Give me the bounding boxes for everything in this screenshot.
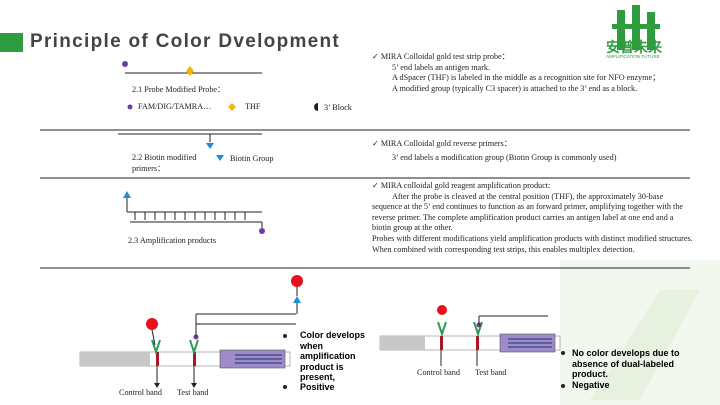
band-label: Control band (119, 388, 162, 397)
bullet: Color develops when amplification produc… (300, 330, 366, 382)
bullet: Negative (572, 380, 610, 390)
line: Probes with different modifications yiel… (372, 233, 693, 254)
legend: 3’ Block (324, 103, 352, 112)
line: 3’ end labels a modification group (Biot… (392, 152, 617, 162)
title: Principle of Color Dvelopment (30, 31, 341, 52)
band-label: Test band (475, 368, 507, 377)
heading: MIRA Colloidal gold test strip probe： (380, 52, 510, 61)
bullet: Positive (300, 382, 335, 392)
legend: Biotin Group (230, 154, 274, 163)
logo-en: AMPLIFICATION FUTURE (606, 54, 660, 59)
label: 2.1 Probe Modified Probe： (132, 85, 226, 94)
line: After the probe is cleaved at the centra… (372, 191, 683, 233)
text-block: ✓ MIRA colloidal gold reagent amplificat… (372, 181, 693, 254)
legend: FAM/DIG/TAMRA… (138, 102, 212, 111)
text-block: ✓ MIRA Colloidal gold reverse primers： 3… (372, 139, 672, 163)
line: 5’ end labels an antigen mark. (392, 62, 491, 72)
bullet: No color develops due to absence of dual… (572, 348, 680, 379)
band-label: Control band (417, 368, 460, 377)
band-label: Test band (177, 388, 209, 397)
logo-cn: 安普未来 (606, 39, 662, 55)
line: A modified group (typically C3 spacer) i… (392, 83, 638, 93)
line: A dSpacer (THF) is labeled in the middle… (392, 73, 661, 83)
heading: MIRA Colloidal gold reverse primers： (380, 139, 512, 148)
heading: MIRA colloidal gold reagent amplificatio… (380, 181, 551, 190)
label: 2.2 Biotin modified primers： (132, 153, 197, 173)
label: 2.3 Amplification products (128, 236, 217, 245)
text-block: ✓ MIRA Colloidal gold test strip probe： … (372, 52, 672, 94)
legend: THF (245, 102, 261, 111)
